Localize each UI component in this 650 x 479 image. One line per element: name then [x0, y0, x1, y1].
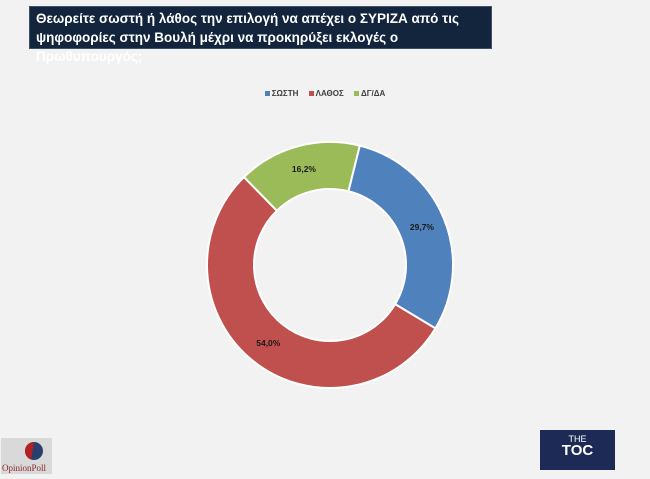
- thetoc-logo: THE TOC: [540, 430, 615, 470]
- legend-item-lathos: ΛΑΘΟΣ: [308, 89, 344, 98]
- opinionpoll-text: OpinionPoll: [2, 463, 47, 473]
- chart-title: Θεωρείτε σωστή ή λάθος την επιλογή να απ…: [29, 6, 492, 64]
- legend-item-dgda: ΔΓ/ΔΑ: [354, 89, 385, 98]
- legend: ΣΩΣΤΗ ΛΑΘΟΣ ΔΓ/ΔΑ: [0, 89, 650, 98]
- legend-label: ΔΓ/ΔΑ: [361, 89, 386, 98]
- data-label-2: 16,2%: [292, 164, 317, 174]
- legend-item-sosti: ΣΩΣΤΗ: [264, 89, 299, 98]
- opinionpoll-logo: OpinionPoll: [1, 438, 52, 474]
- legend-label: ΣΩΣΤΗ: [271, 89, 299, 98]
- donut-slice-2: [242, 141, 361, 213]
- donut-slice-0: [347, 144, 454, 330]
- logo-circle-icon: [24, 441, 43, 460]
- legend-swatch: [264, 91, 270, 96]
- data-label-0: 29,7%: [410, 222, 435, 232]
- data-label-1: 54,0%: [256, 338, 281, 348]
- donut-slice-1: [206, 175, 437, 389]
- legend-label: ΛΑΘΟΣ: [315, 89, 344, 98]
- legend-swatch: [308, 91, 314, 96]
- legend-swatch: [354, 91, 359, 96]
